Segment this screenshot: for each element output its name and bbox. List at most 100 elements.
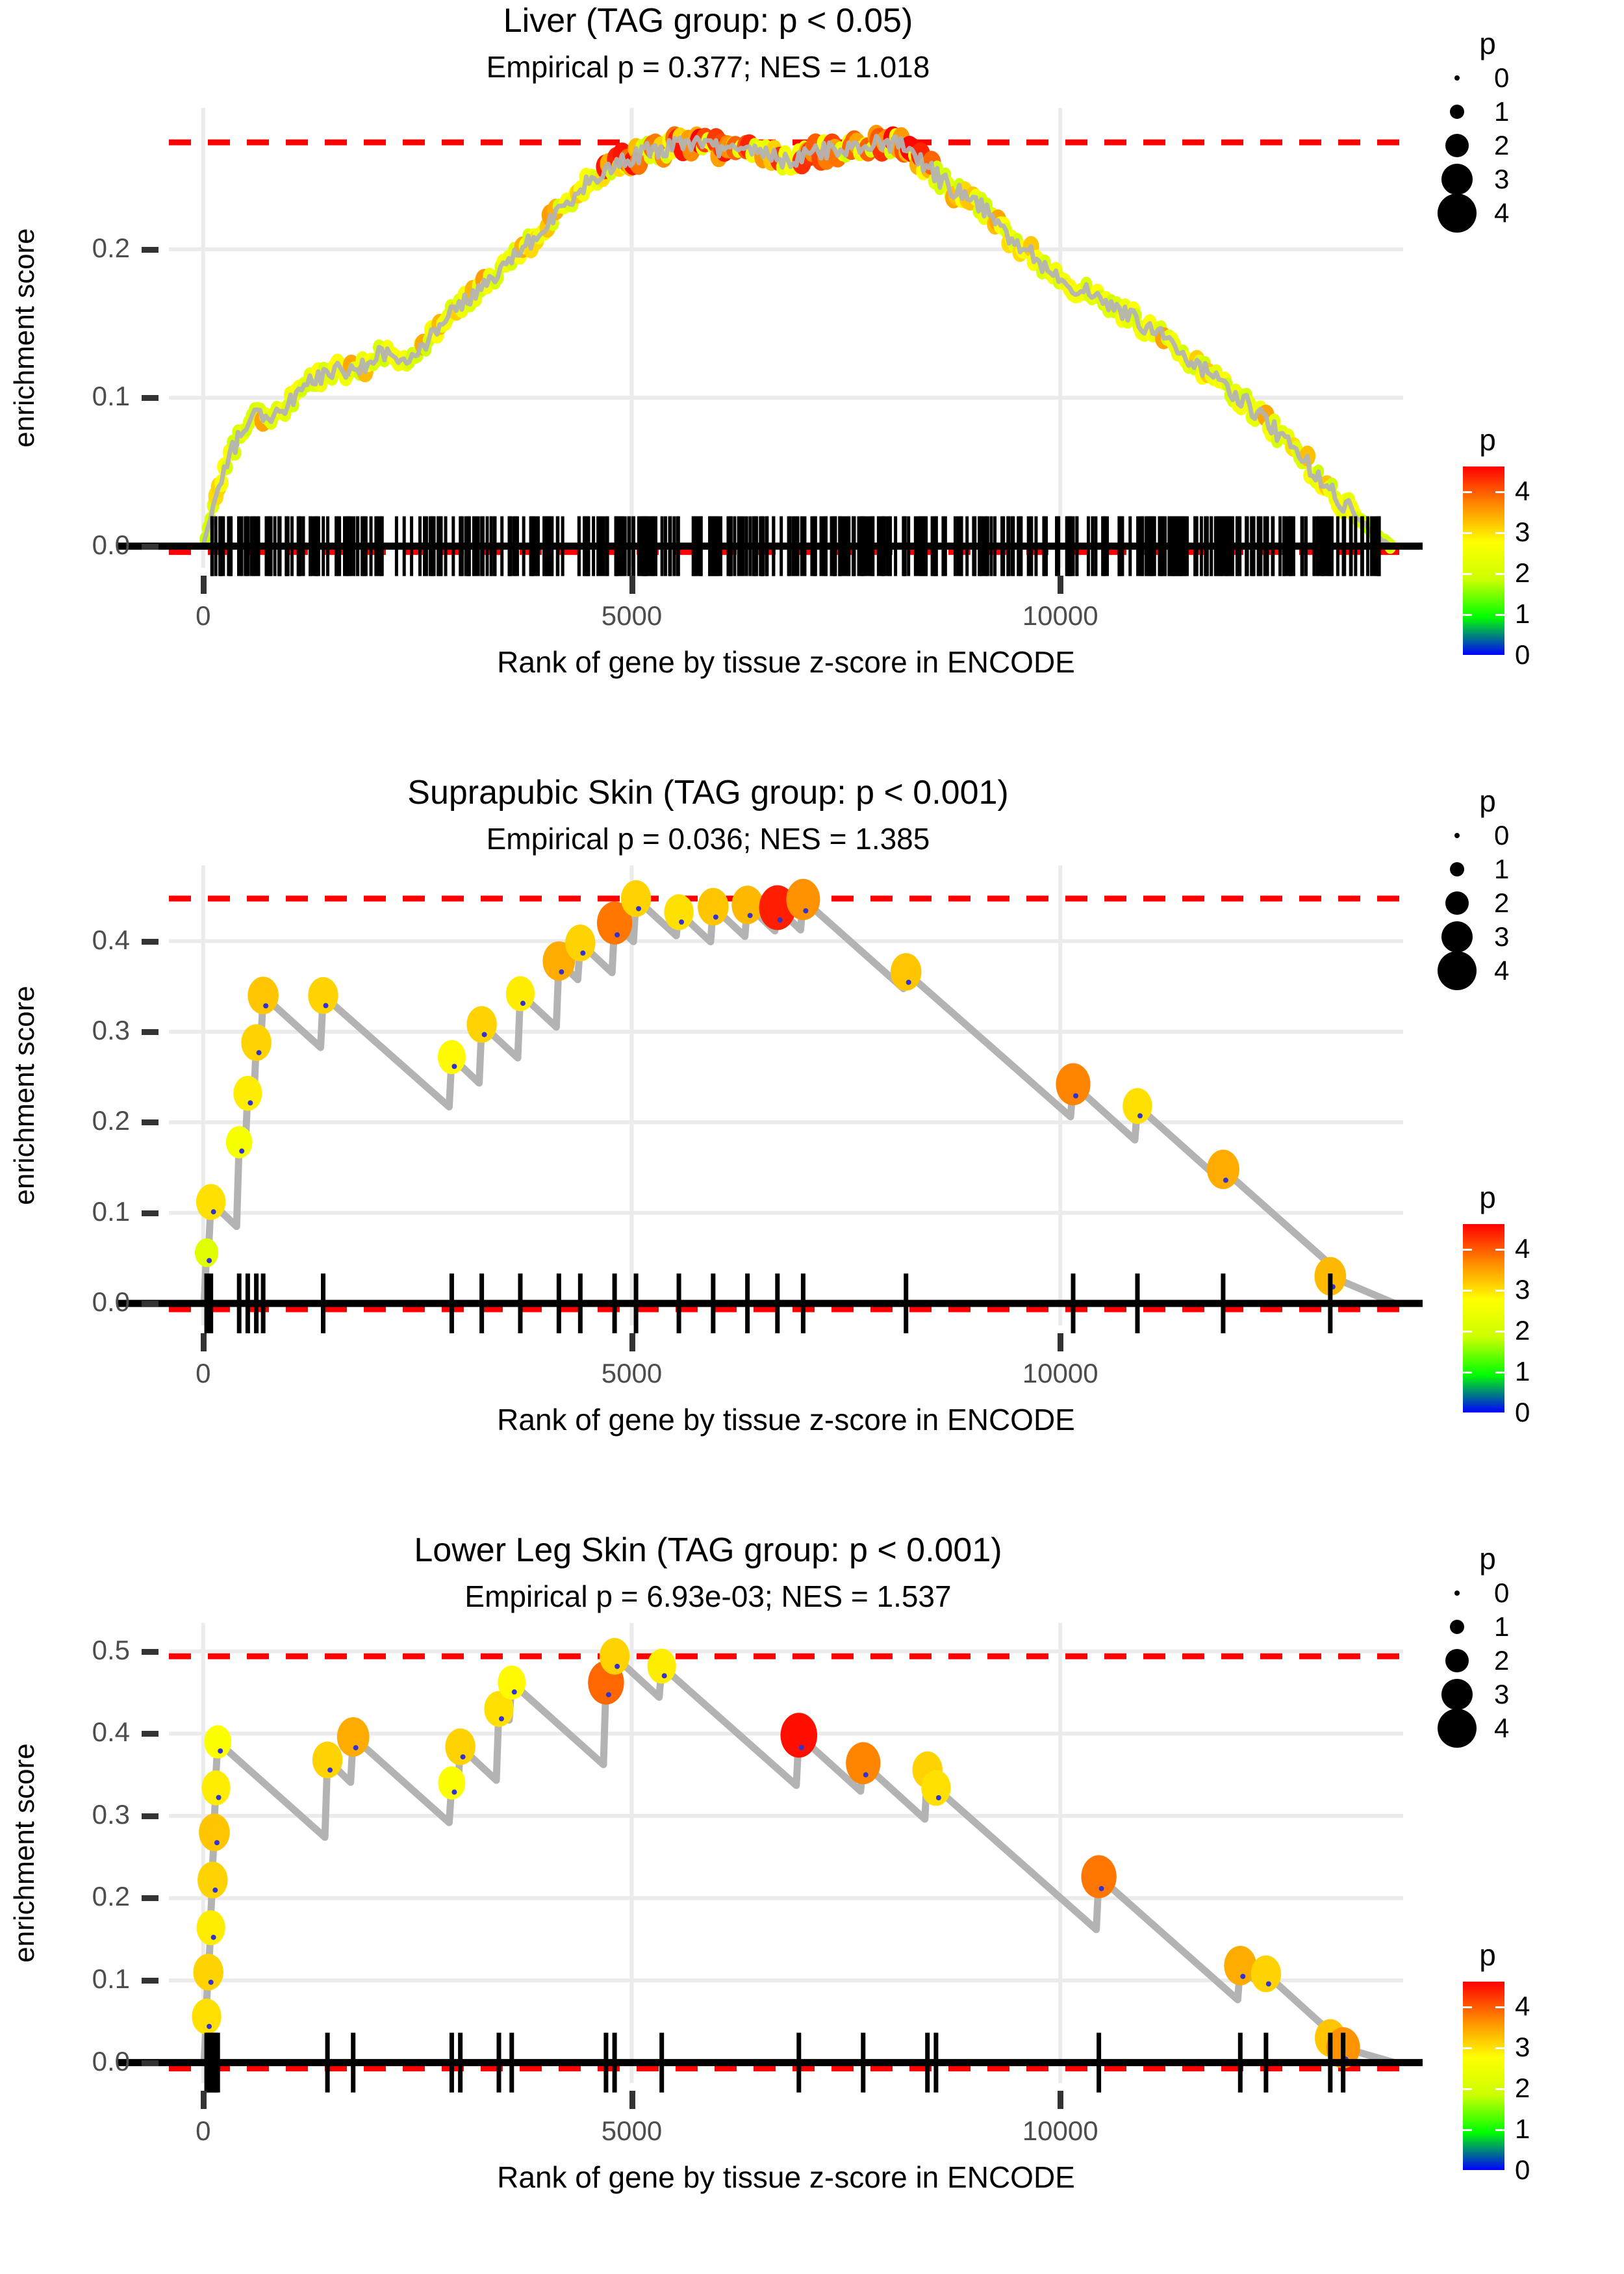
size-legend-item: 2 [1429, 129, 1611, 162]
y-tick-mark [142, 2060, 159, 2066]
gene-point-marker [214, 1840, 220, 1846]
gene-point [233, 1075, 262, 1111]
panel-subtitle: Empirical p = 0.036; NES = 1.385 [486, 822, 930, 856]
y-tick-label: 0.3 [92, 1798, 130, 1830]
color-legend-tick-mark [1463, 655, 1472, 657]
y-axis-label: enrichment score [8, 1743, 40, 1963]
gene-point [921, 1770, 951, 1806]
color-legend-tick-mark [1463, 1371, 1472, 1373]
y-tick-mark [142, 1210, 159, 1216]
color-legend-tick-label: 2 [1515, 2072, 1530, 2103]
color-legend-tick-label: 3 [1515, 2031, 1530, 2062]
x-tick-label: 5000 [601, 2115, 663, 2146]
y-tick-mark [142, 1731, 159, 1737]
y-tick-mark [142, 1813, 159, 1819]
plot-area-suprapubic-skin [118, 865, 1423, 1334]
color-legend-tick-mark [1495, 2128, 1504, 2131]
plot-area-liver [118, 108, 1423, 576]
color-legend-tick-mark [1463, 2006, 1472, 2008]
gene-point [1207, 1149, 1239, 1190]
gene-point-marker [212, 1887, 218, 1893]
size-legend-label: 0 [1494, 820, 1510, 850]
size-legend-item: 2 [1429, 1644, 1611, 1678]
gene-point [780, 1713, 818, 1758]
color-legend-gradient-bar [1463, 1982, 1504, 2172]
gene-point-marker [327, 1767, 333, 1773]
gene-point-marker [713, 914, 718, 920]
gene-point-marker [636, 906, 642, 912]
size-legend-dot-cell [1429, 891, 1485, 915]
plot-area-lower-leg-skin [118, 1623, 1423, 2093]
gene-point [1123, 1088, 1152, 1124]
color-legend-tick-mark [1495, 2006, 1504, 2008]
gene-point-marker [216, 1795, 222, 1800]
color-legend-tick-label: 0 [1515, 1397, 1530, 1427]
color-legend-tick-mark [1463, 1412, 1472, 1414]
size-legend-dot-cell [1429, 833, 1485, 838]
color-legend-tick-mark [1463, 2088, 1472, 2090]
size-legend-title: p [1479, 1542, 1496, 1576]
size-legend-dot-icon [1438, 1709, 1477, 1748]
color-legend-tick-mark [1495, 2088, 1504, 2090]
size-legend-item: 0 [1429, 819, 1611, 852]
x-tick-mark [1058, 2091, 1064, 2109]
color-legend-tick-mark [1463, 491, 1472, 493]
x-axis-label: Rank of gene by tissue z-score in ENCODE [497, 645, 1075, 679]
x-tick-mark [629, 576, 635, 594]
color-legend-tick-mark [1495, 572, 1504, 575]
size-legend-item: 1 [1429, 852, 1611, 886]
gene-point-marker [580, 950, 586, 956]
size-legend-dot-icon [1441, 1679, 1473, 1710]
color-legend-tick-label: 0 [1515, 639, 1530, 670]
gene-point [445, 1728, 476, 1765]
y-tick-label: 0.1 [92, 1963, 130, 1995]
panel-title-block: Suprapubic Skin (TAG group: p < 0.001) Em… [0, 776, 1416, 854]
size-legend-item: 3 [1429, 162, 1611, 196]
x-tick-mark [629, 1333, 635, 1351]
color-legend-title: p [1479, 1938, 1496, 1972]
panel-title: Suprapubic Skin (TAG group: p < 0.001) [407, 774, 1009, 811]
gene-point-marker [777, 917, 783, 923]
x-tick-mark [629, 2091, 635, 2109]
gene-point-marker [460, 1754, 466, 1760]
gene-point-marker [1137, 1113, 1143, 1119]
gene-point-marker [798, 1744, 804, 1750]
size-legend-label: 1 [1494, 854, 1510, 884]
y-axis-label: enrichment score [8, 986, 40, 1205]
size-legend-dot-icon [1450, 1620, 1464, 1634]
gene-point [437, 1040, 466, 1075]
color-legend-tick-label: 1 [1515, 598, 1530, 629]
y-tick-mark [142, 1648, 159, 1655]
size-legend-item: 3 [1429, 920, 1611, 954]
x-tick-label: 10000 [1022, 600, 1098, 631]
size-legend-label: 2 [1494, 888, 1510, 918]
size-legend-dot-cell [1429, 1591, 1485, 1596]
color-legend-tick-mark [1495, 531, 1504, 534]
gene-point-marker [605, 1692, 611, 1698]
size-legend-dot-icon [1454, 833, 1460, 838]
color-legend-tick-label: 2 [1515, 1314, 1530, 1346]
gene-point-marker [239, 1148, 245, 1154]
y-tick-label: 0.0 [92, 529, 130, 560]
gene-point-marker [353, 1745, 359, 1751]
x-tick-mark [1058, 1333, 1064, 1351]
size-legend-dot-icon [1450, 105, 1464, 119]
gene-point [308, 977, 338, 1014]
size-legend-title: p [1479, 784, 1496, 818]
size-legend-item: 4 [1429, 1709, 1611, 1748]
color-legend-tick-mark [1495, 1412, 1504, 1414]
y-tick-mark [142, 1301, 159, 1307]
gene-point-marker [935, 1795, 941, 1800]
gene-point-marker [863, 1772, 869, 1778]
gene-point [466, 1006, 497, 1043]
gene-point [647, 1648, 676, 1684]
color-legend-tick-label: 2 [1515, 557, 1530, 588]
color-legend-tick-label: 3 [1515, 1273, 1530, 1305]
gene-point-marker [207, 1258, 212, 1264]
gene-point-marker [451, 1064, 457, 1069]
color-legend-tick-mark [1463, 531, 1472, 534]
y-axis-label: enrichment score [8, 228, 40, 448]
gene-point [498, 1665, 526, 1700]
x-tick-label: 0 [196, 600, 211, 631]
